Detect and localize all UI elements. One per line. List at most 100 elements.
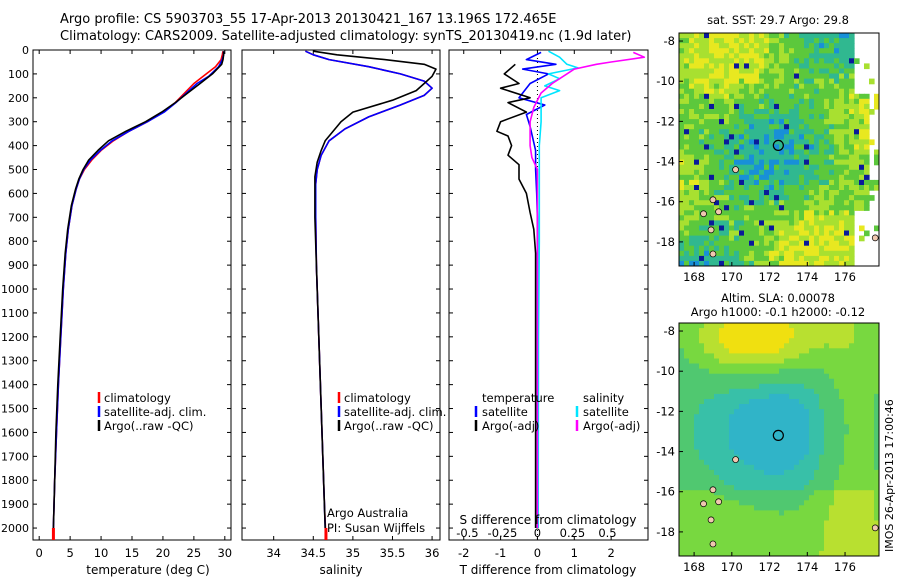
map-cell: [749, 139, 755, 146]
map-cell: [799, 260, 805, 266]
map-cell: [814, 388, 820, 395]
map-cell: [774, 333, 780, 339]
map-cell: [699, 459, 705, 466]
map-cell: [744, 540, 750, 547]
map-cell: [814, 515, 820, 522]
map-cell: [679, 388, 685, 395]
map-cell: [764, 83, 770, 90]
climatology-subtitle: Climatology: CARS2009. Satellite-adjuste…: [60, 29, 632, 44]
map-cell: [859, 363, 865, 370]
map-cell: [804, 220, 810, 227]
map-cell: [729, 399, 735, 405]
map-cell: [769, 520, 775, 527]
map-cell: [729, 485, 735, 491]
map-cell: [699, 338, 705, 344]
map-cell: [719, 550, 725, 556]
map-cell: [809, 545, 815, 552]
map-cell: [864, 134, 870, 140]
map-cell: [839, 93, 845, 100]
map-cell: [784, 338, 790, 344]
map-cell: [834, 343, 840, 349]
map-cell: [699, 525, 705, 532]
map-cell: [774, 464, 780, 471]
map-cell: [774, 383, 780, 390]
map-cell: [824, 459, 830, 466]
map-cell: [764, 134, 770, 140]
map-cell: [829, 109, 835, 115]
map-cell: [694, 540, 700, 547]
map-cell: [759, 393, 765, 400]
map-cell: [699, 429, 705, 436]
map-cell: [774, 399, 780, 405]
map-cell: [679, 129, 685, 135]
map-cell: [699, 154, 705, 161]
map-cell: [734, 245, 740, 252]
map-cell: [799, 368, 805, 375]
map-cell: [734, 225, 740, 232]
map-cell: [759, 424, 765, 430]
map-cell: [744, 363, 750, 370]
map-cell: [849, 149, 855, 156]
map-cell: [709, 159, 715, 166]
map-cell: [729, 109, 735, 115]
map-cell: [814, 444, 820, 451]
map-cell: [744, 323, 750, 329]
map-cell: [864, 333, 870, 339]
map-cell: [729, 520, 735, 527]
map-cell: [794, 505, 800, 511]
map-cell: [789, 439, 795, 446]
map-cell: [799, 475, 805, 481]
map-cell: [679, 114, 685, 120]
map-cell: [839, 459, 845, 466]
map-cell: [809, 190, 815, 196]
map-cell: [864, 149, 870, 156]
map-cell: [679, 68, 685, 75]
map-cell: [869, 78, 875, 85]
map-cell: [754, 68, 760, 75]
map-cell: [794, 449, 800, 456]
map-cell: [714, 98, 720, 105]
map-cell: [689, 245, 695, 252]
map-cell: [869, 358, 875, 365]
map-cell: [749, 510, 755, 517]
island-marker: [709, 250, 717, 258]
map-cell: [764, 383, 770, 390]
map-cell: [739, 348, 745, 354]
map-cell: [719, 124, 725, 130]
map-cell: [739, 550, 745, 556]
map-cell: [724, 124, 730, 130]
map-cell: [759, 200, 765, 206]
map-cell: [719, 230, 725, 237]
map-cell: [809, 63, 815, 70]
map-cell: [874, 358, 879, 365]
map-cell: [824, 210, 830, 216]
map-cell: [749, 449, 755, 456]
map-cell: [829, 190, 835, 196]
map-cell: [764, 144, 770, 151]
map-cell: [679, 550, 685, 556]
map-cell: [689, 134, 695, 140]
map-cell: [834, 373, 840, 380]
map-cell: [864, 399, 870, 405]
map-cell: [759, 429, 765, 436]
map-cell: [809, 409, 815, 415]
map-cell: [779, 114, 785, 120]
map-cell: [799, 48, 805, 54]
map-cell: [814, 114, 820, 120]
map-cell: [769, 185, 775, 191]
map-cell: [849, 119, 855, 125]
map-cell: [829, 159, 835, 166]
map-cell: [839, 245, 845, 252]
map-cell: [789, 245, 795, 252]
map-cell: [859, 114, 865, 120]
map-cell: [799, 404, 805, 410]
map-cell: [699, 449, 705, 456]
map-cell: [819, 250, 825, 257]
map-cell: [804, 240, 810, 247]
map-cell: [804, 454, 810, 461]
map-cell: [824, 424, 830, 430]
map-cell: [844, 328, 850, 334]
map-cell: [789, 179, 795, 186]
map-cell: [774, 124, 780, 130]
map-cell: [749, 520, 755, 527]
